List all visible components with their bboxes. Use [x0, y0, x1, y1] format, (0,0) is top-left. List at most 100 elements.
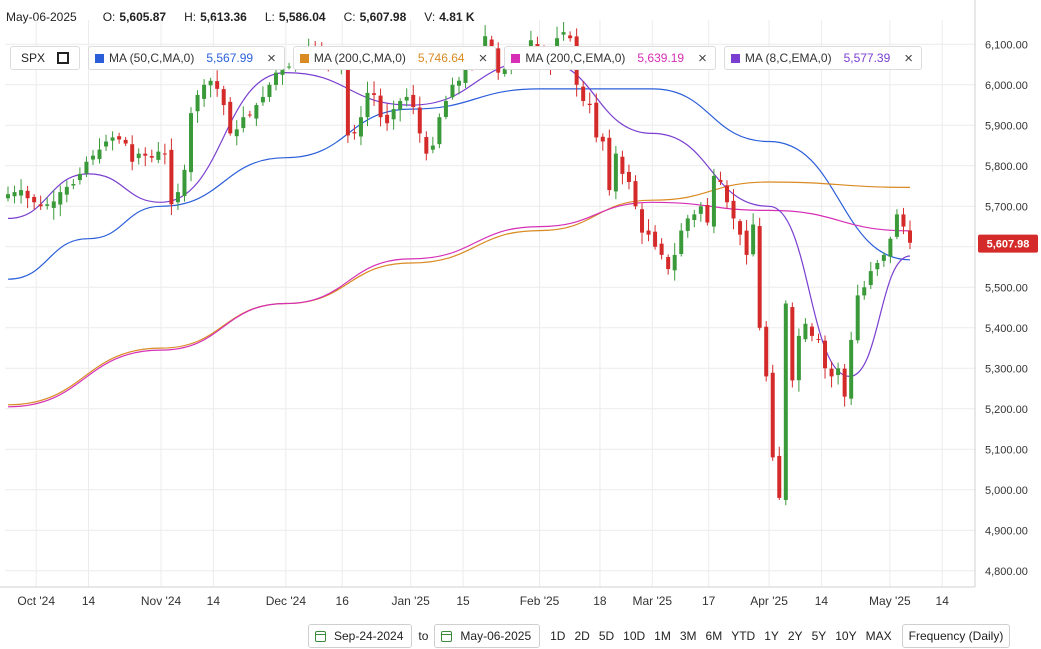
range-button-5y[interactable]: 5Y	[811, 629, 827, 643]
start-date-picker[interactable]: Sep-24-2024	[308, 624, 413, 648]
range-button-10y[interactable]: 10Y	[835, 629, 857, 643]
candle-body	[711, 175, 716, 227]
symbol-chip[interactable]: SPX	[10, 46, 80, 70]
candle-body	[705, 204, 710, 223]
candle-body	[130, 144, 135, 162]
candle-body	[169, 149, 174, 205]
range-button-10d[interactable]: 10D	[623, 629, 646, 643]
candle-body	[764, 326, 769, 377]
end-date-picker[interactable]: May-06-2025	[434, 624, 541, 648]
candle-body	[600, 136, 605, 142]
candle-body	[97, 149, 102, 160]
close-icon[interactable]: ×	[904, 49, 914, 67]
frequency-value: Frequency (Daily)	[908, 629, 1004, 643]
candle-body	[71, 184, 76, 186]
candle-body	[345, 65, 350, 136]
range-toolbar: Sep-24-2024 to May-06-2025 1D 2D 5D 10D …	[308, 623, 1011, 649]
candle-body	[698, 206, 703, 214]
range-button-1y[interactable]: 1Y	[764, 629, 779, 643]
calendar-icon	[315, 630, 326, 642]
indicator-chip-ema200[interactable]: MA (200,C,EMA,0) 5,639.19 ×	[504, 46, 716, 70]
x-tick-label: Dec '24	[266, 594, 307, 608]
candle-body	[483, 36, 488, 52]
frequency-dropdown[interactable]: Frequency (Daily)	[901, 624, 1011, 648]
range-button-1d[interactable]: 1D	[550, 629, 566, 643]
candle-body	[123, 139, 128, 144]
close-icon[interactable]: ×	[478, 49, 488, 67]
candle-body	[862, 287, 867, 296]
candle-body	[443, 101, 448, 117]
range-button-1m[interactable]: 1M	[654, 629, 671, 643]
x-tick-label: 14	[207, 594, 221, 608]
candle-body	[581, 86, 586, 101]
close-icon[interactable]: ×	[698, 49, 707, 67]
ma50-name: MA (50,C,MA,0)	[109, 51, 195, 65]
open-label: O:	[102, 10, 116, 24]
candle-body	[378, 95, 383, 118]
volume-label: V:	[424, 10, 436, 24]
candle-body	[156, 151, 161, 160]
candle-body	[757, 226, 762, 328]
y-tick-label: 4,900.00	[985, 525, 1028, 537]
range-button-2d[interactable]: 2D	[574, 629, 590, 643]
last-price-marker	[978, 234, 1038, 253]
expand-icon[interactable]	[57, 52, 69, 64]
close-icon[interactable]: ×	[267, 49, 276, 67]
candle-body	[358, 117, 363, 137]
candle-body	[450, 84, 455, 98]
candle-body	[372, 93, 377, 95]
candle-body	[437, 117, 442, 145]
high-label: H:	[184, 10, 197, 24]
y-tick-label: 6,100.00	[985, 39, 1028, 51]
candle-body	[117, 136, 122, 140]
candle-body	[855, 295, 860, 341]
y-tick-label: 5,300.00	[985, 363, 1028, 375]
candle-body	[19, 190, 24, 196]
volume-value: 4.81 K	[439, 10, 475, 24]
range-button-max[interactable]: MAX	[865, 629, 892, 643]
low-label: L:	[264, 10, 275, 24]
range-button-ytd[interactable]: YTD	[731, 629, 756, 643]
range-button-6m[interactable]: 6M	[705, 629, 723, 643]
ema200-name: MA (200,C,EMA,0)	[525, 51, 626, 65]
candle-body	[587, 103, 592, 106]
candle-body	[287, 66, 292, 68]
candle-body	[718, 179, 723, 182]
candle-body	[195, 94, 200, 112]
x-tick-label: Mar '25	[632, 594, 672, 608]
candle-body	[594, 102, 599, 138]
candle-body	[189, 113, 194, 173]
candle-body	[783, 303, 788, 500]
x-tick-label: 14	[936, 594, 950, 608]
ma200-swatch	[299, 53, 309, 63]
y-tick-label: 5,100.00	[985, 444, 1028, 456]
indicator-chip-ma200[interactable]: MA (200,C,MA,0) 5,746.64 ×	[292, 46, 497, 70]
y-tick-label: 4,800.00	[985, 566, 1028, 578]
candle-body	[836, 368, 841, 376]
candle-body	[613, 153, 618, 192]
ma-line	[7, 181, 911, 406]
indicator-chip-ma50[interactable]: MA (50,C,MA,0) 5,567.99 ×	[88, 46, 285, 70]
ema200-value: 5,639.19	[637, 51, 685, 65]
candle-body	[90, 155, 95, 160]
candle-body	[463, 64, 468, 83]
x-tick-label: 17	[702, 594, 716, 608]
indicator-chip-ema8[interactable]: MA (8,C,EMA,0) 5,577.39 ×	[723, 46, 923, 70]
candle-body	[84, 161, 89, 174]
candle-body	[842, 368, 847, 397]
candle-body	[888, 238, 893, 257]
candle-body	[568, 35, 573, 39]
candle-body	[653, 231, 658, 247]
candle-body	[51, 201, 56, 208]
x-tick-label: Jan '25	[392, 594, 431, 608]
ma-line	[7, 88, 911, 280]
range-button-2y[interactable]: 2Y	[787, 629, 803, 643]
x-tick-label: Oct '24	[17, 594, 55, 608]
candle-body	[58, 192, 63, 205]
range-button-3m[interactable]: 3M	[679, 629, 697, 643]
candle-body	[849, 339, 854, 399]
range-button-5d[interactable]: 5D	[598, 629, 615, 643]
candle-body	[908, 230, 912, 243]
indicator-legend: SPX MA (50,C,MA,0) 5,567.99 × MA (200,C,…	[10, 46, 923, 70]
